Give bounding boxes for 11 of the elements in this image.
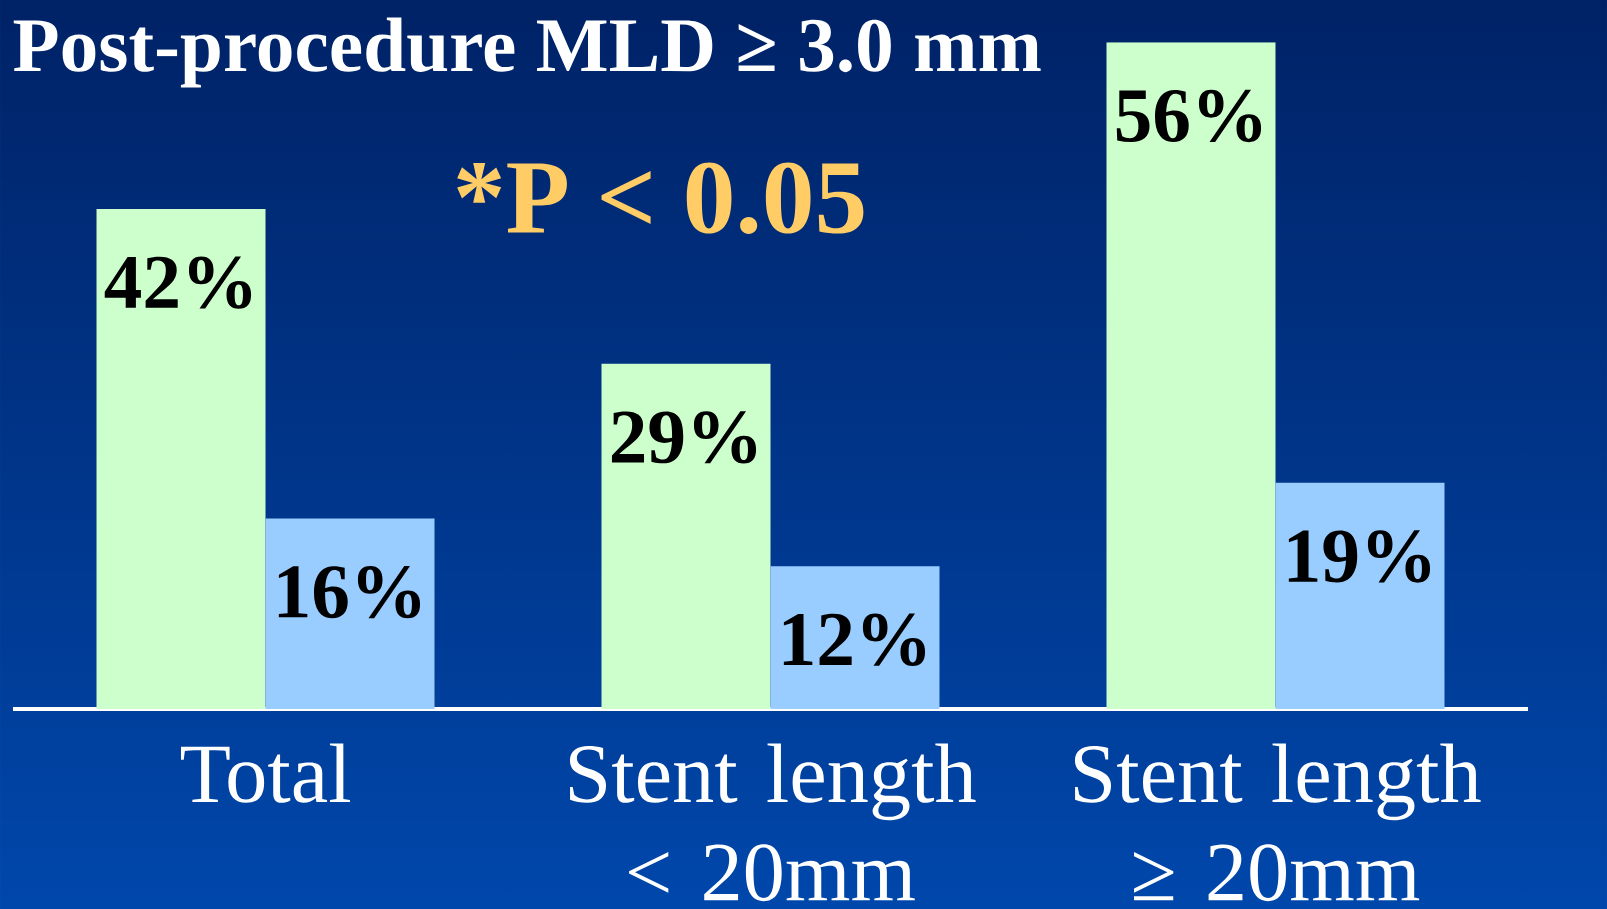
data-label: 12%	[783, 613, 926, 666]
annotation: *P < 0.05	[457, 162, 864, 235]
data-label: 16%	[278, 565, 421, 619]
data-label: 19%	[1288, 530, 1431, 583]
x-tick-label: Stent length ≥ 20mm	[1074, 743, 1481, 902]
data-label: 56%	[1116, 89, 1262, 143]
x-tick-label: Total	[180, 743, 350, 803]
x-tick-label: Stent length < 20mm	[569, 743, 976, 902]
data-label: 42%	[104, 256, 252, 309]
chart-title: Post-procedure MLD ≥ 3.0 mm	[13, 17, 1041, 88]
data-label: 29%	[611, 411, 757, 464]
